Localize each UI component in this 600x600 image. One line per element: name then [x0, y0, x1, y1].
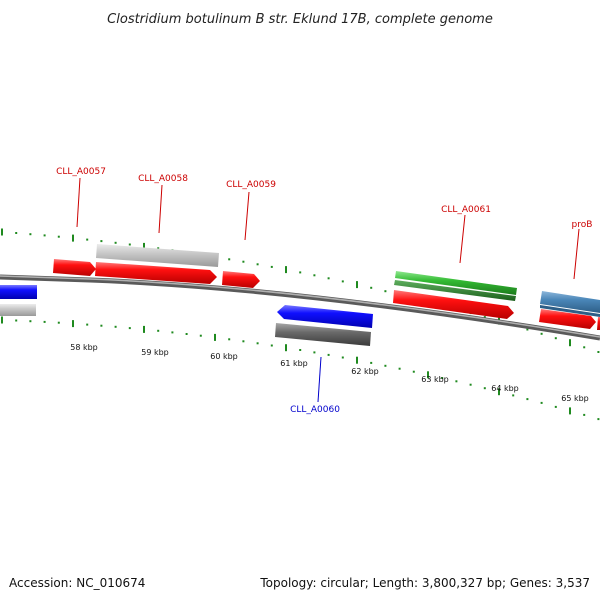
accession-text: Accession: NC_010674	[9, 576, 145, 590]
forward-track	[53, 244, 600, 330]
feature-bar-steel-blue[interactable]	[540, 291, 600, 313]
genome-backbone-highlight	[0, 275, 600, 338]
reverse-track	[275, 305, 373, 346]
gene-arrow-partial-right[interactable]	[597, 317, 600, 330]
gene-label-cll-a0058[interactable]: CLL_A0058	[138, 174, 188, 184]
genome-backbone	[0, 274, 600, 341]
reverse-gene-partial[interactable]	[0, 285, 37, 299]
genome-summary-text: Topology: circular; Length: 3,800,327 bp…	[259, 576, 590, 590]
feature-partial-gray[interactable]	[0, 304, 36, 316]
leader-cll-a0057	[76, 177, 81, 228]
scale-label-59kbp: 59 kbp	[141, 348, 169, 357]
gene-arrow-cll-a0057[interactable]	[53, 259, 96, 276]
gene-label-leaders	[76, 177, 580, 403]
scale-label-64kbp: 64 kbp	[491, 384, 519, 393]
feature-bar-dark-green[interactable]	[394, 280, 516, 301]
gene-arrow-prob[interactable]	[539, 309, 596, 329]
gene-label-cll-a0059[interactable]: CLL_A0059	[226, 180, 276, 190]
gene-label-cll-a0060[interactable]: CLL_A0060	[290, 405, 340, 415]
leader-prob	[573, 228, 580, 280]
gene-label-cll-a0061[interactable]: CLL_A0061	[441, 205, 491, 215]
scale-label-60kbp: 60 kbp	[210, 352, 238, 361]
scale-labels: 58 kbp 59 kbp 60 kbp 61 kbp 62 kbp 63 kb…	[70, 343, 589, 403]
feature-bar-gray[interactable]	[96, 244, 219, 267]
map-title: Clostridium botulinum B str. Eklund 17B,…	[107, 12, 493, 27]
scale-label-63kbp: 63 kbp	[421, 375, 449, 384]
feature-bar-dark-steel[interactable]	[540, 305, 600, 317]
gene-arrow-cll-a0058[interactable]	[95, 262, 217, 284]
lower-tick-track	[1, 316, 600, 421]
gene-label-prob[interactable]: proB	[572, 220, 593, 230]
scale-label-65kbp: 65 kbp	[561, 394, 589, 403]
scale-label-62kbp: 62 kbp	[351, 367, 379, 376]
leader-cll-a0058	[158, 184, 163, 234]
feature-bar-dark-gray[interactable]	[275, 323, 371, 346]
leader-cll-a0060	[317, 356, 322, 403]
gene-arrow-cll-a0061[interactable]	[393, 290, 514, 319]
gene-arrow-cll-a0060[interactable]	[277, 305, 373, 328]
feature-bar-green[interactable]	[395, 271, 517, 295]
gene-labels: CLL_A0057 CLL_A0058 CLL_A0059 CLL_A0060 …	[56, 167, 592, 415]
scale-label-61kbp: 61 kbp	[280, 359, 308, 368]
gene-arrow-cll-a0059[interactable]	[222, 271, 260, 288]
leader-cll-a0059	[244, 191, 250, 241]
scale-label-58kbp: 58 kbp	[70, 343, 98, 352]
leader-cll-a0061	[459, 214, 466, 264]
gene-label-cll-a0057[interactable]: CLL_A0057	[56, 167, 106, 177]
